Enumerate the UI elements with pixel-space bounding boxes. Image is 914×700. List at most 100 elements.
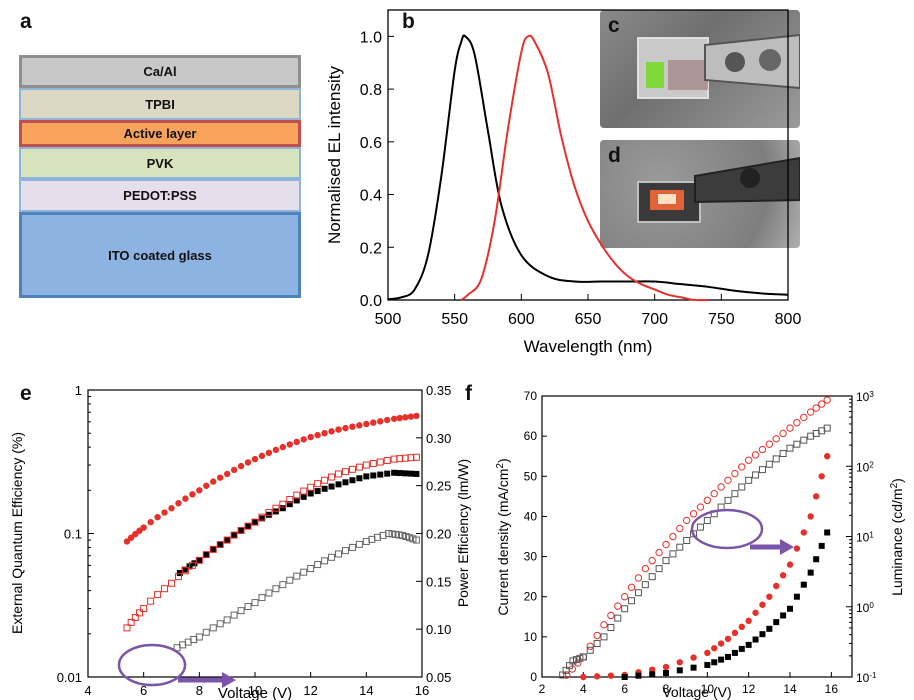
x-tick-label: 10 <box>701 682 715 696</box>
data-point-series-2 <box>655 548 663 557</box>
data-point-series-3 <box>765 460 773 468</box>
data-point-series-3 <box>579 653 587 661</box>
data-point-series-1 <box>328 483 335 490</box>
right-axis-arrow-head <box>222 672 236 688</box>
data-point-series-0 <box>384 416 391 424</box>
data-point-series-0 <box>140 524 147 531</box>
data-point-series-3 <box>258 594 266 602</box>
device-photo-red-drawing <box>637 156 800 223</box>
data-point-series-3 <box>265 589 273 597</box>
data-point-series-0 <box>580 673 587 681</box>
data-point-series-3 <box>412 536 420 544</box>
layer-pvk: PVK <box>19 147 301 179</box>
data-point-series-1 <box>356 475 363 482</box>
data-point-series-2 <box>731 469 739 478</box>
data-point-series-3 <box>321 557 329 565</box>
data-point-series-3 <box>237 607 245 615</box>
data-point-series-1 <box>231 532 238 539</box>
data-point-series-2 <box>744 456 753 464</box>
x-tick-label: 12 <box>303 683 317 698</box>
data-point-series-1 <box>307 490 314 497</box>
data-point-series-1 <box>181 566 188 573</box>
data-point-series-3 <box>614 614 622 622</box>
data-point-series-2 <box>614 602 622 610</box>
layer-label: Active layer <box>123 126 197 141</box>
data-point-series-1 <box>752 636 759 643</box>
data-point-series-2 <box>717 483 725 491</box>
data-point-series-2 <box>751 451 760 459</box>
data-point-series-0 <box>738 623 745 631</box>
data-point-series-2 <box>817 400 826 408</box>
data-point-series-3 <box>655 565 663 573</box>
data-point-series-0 <box>342 424 349 432</box>
data-point-series-3 <box>772 455 780 463</box>
data-point-series-1 <box>793 593 800 600</box>
data-point-series-0 <box>300 436 307 443</box>
data-point-series-2 <box>812 404 820 412</box>
x-tick-label: 650 <box>575 311 602 328</box>
data-point-series-0 <box>717 640 725 647</box>
data-point-series-1 <box>191 560 198 567</box>
data-point-series-2 <box>662 540 670 549</box>
data-point-series-2 <box>593 631 601 640</box>
y-tick-label: 0.0 <box>360 293 382 310</box>
data-point-series-1 <box>238 527 245 534</box>
chart-f-ylabel: Current density (mA/cm2) <box>495 458 512 615</box>
y2-tick-label: 103 <box>856 390 874 405</box>
data-point-series-3 <box>779 450 787 458</box>
data-point-series-0 <box>286 441 293 448</box>
data-point-series-3 <box>272 585 280 593</box>
panel-label-c: c <box>608 14 620 37</box>
data-point-series-0 <box>210 478 217 485</box>
data-point-series-3 <box>355 540 363 548</box>
data-point-series-1 <box>402 470 409 477</box>
data-point-series-0 <box>335 426 342 433</box>
y-tick-label: 0.2 <box>360 240 382 257</box>
data-point-series-2 <box>703 496 712 505</box>
data-point-series-0 <box>824 453 831 460</box>
x-tick-label: 6 <box>140 683 147 698</box>
data-point-series-3 <box>341 547 349 555</box>
data-point-series-1 <box>690 664 697 671</box>
data-point-series-0 <box>649 666 656 673</box>
data-point-series-0 <box>752 609 759 616</box>
data-point-series-1 <box>203 551 210 558</box>
data-point-series-0 <box>766 593 773 600</box>
device-photo-green-drawing <box>637 33 800 99</box>
data-point-series-0 <box>676 659 683 666</box>
data-point-series-3 <box>634 589 642 597</box>
data-point-series-3 <box>703 516 711 524</box>
data-point-series-2 <box>765 440 774 448</box>
data-point-series-2 <box>641 564 650 573</box>
data-point-series-3 <box>786 444 794 452</box>
data-point-series-3 <box>251 599 259 607</box>
panel-label-e: e <box>20 382 32 405</box>
data-point-series-3 <box>662 557 670 565</box>
data-point-series-0 <box>607 672 615 679</box>
data-point-series-2 <box>154 591 162 599</box>
left-axis-indicator-ellipse <box>690 508 764 550</box>
data-point-series-2 <box>131 613 139 621</box>
chart-e-xlabel: Voltage (V) <box>218 685 292 700</box>
data-point-series-3 <box>800 436 808 444</box>
data-point-series-0 <box>662 663 670 671</box>
data-point-series-2 <box>563 671 571 679</box>
y-tick-label: 0.1 <box>64 527 82 542</box>
chart-f-y2label: Luminance (cd/m2) <box>889 478 906 596</box>
data-point-series-1 <box>745 641 752 648</box>
data-point-series-1 <box>813 556 820 563</box>
data-point-series-2 <box>738 463 746 471</box>
data-point-series-0 <box>704 649 711 657</box>
data-point-series-1 <box>258 515 265 522</box>
data-point-series-2 <box>127 618 135 626</box>
data-point-series-2 <box>161 585 169 593</box>
data-point-series-1 <box>279 505 286 512</box>
data-point-series-1 <box>787 605 793 612</box>
data-point-series-0 <box>396 414 403 422</box>
x-tick-label: 750 <box>708 311 735 328</box>
data-point-series-2 <box>265 509 273 517</box>
data-point-series-2 <box>147 597 155 605</box>
y-tick-label: 10 <box>524 630 538 644</box>
y2-tick-label: 0.10 <box>426 622 451 637</box>
